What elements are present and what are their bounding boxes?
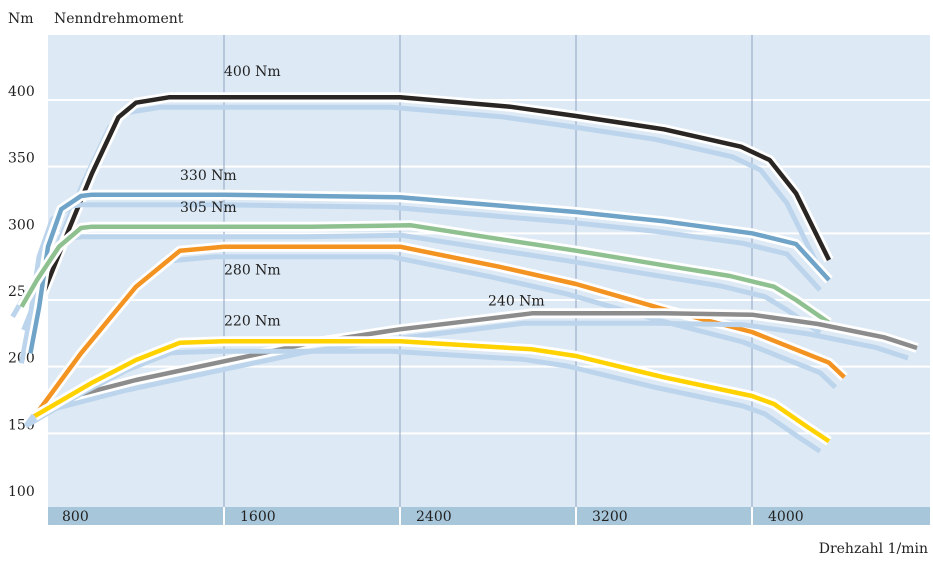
x-axis-band [48,507,930,525]
series-shadow [18,202,822,364]
x-tick-label: 800 [62,509,89,525]
series-lines [10,92,919,454]
chart-title: Nenndrehmoment [54,11,184,27]
series-label: 330 Nm [180,168,237,184]
y-tick-label: 300 [8,217,35,233]
series-labels: 400 Nm 330 Nm 305 Nm 280 Nm 240 Nm 220 Nm [180,64,545,329]
x-tick-label: 3200 [592,509,628,525]
x-axis-label: Drehzahl 1/min [819,541,928,557]
y-axis-label: Nm [8,11,34,27]
series-line [33,339,831,444]
series-label: 305 Nm [180,200,237,216]
series-line [62,311,918,401]
series-label: 400 Nm [224,64,281,80]
y-tick-label: 350 [8,151,35,167]
series-label: 280 Nm [224,263,281,279]
series-line [32,244,846,418]
series-shadow [24,348,822,454]
series-label: 240 Nm [488,293,545,309]
y-tick-label: 100 [8,484,35,500]
series-line [30,95,832,321]
series-shadow [53,320,909,412]
series-line [19,223,831,325]
x-tick-label: 1600 [240,509,276,525]
series-label: 220 Nm [224,313,281,329]
series-line [28,192,831,354]
x-tick-label: 4000 [768,509,804,525]
x-tick-labels: 800 1600 2400 3200 4000 [62,509,804,525]
x-tick-label: 2400 [416,509,452,525]
y-tick-label: 400 [8,84,35,100]
